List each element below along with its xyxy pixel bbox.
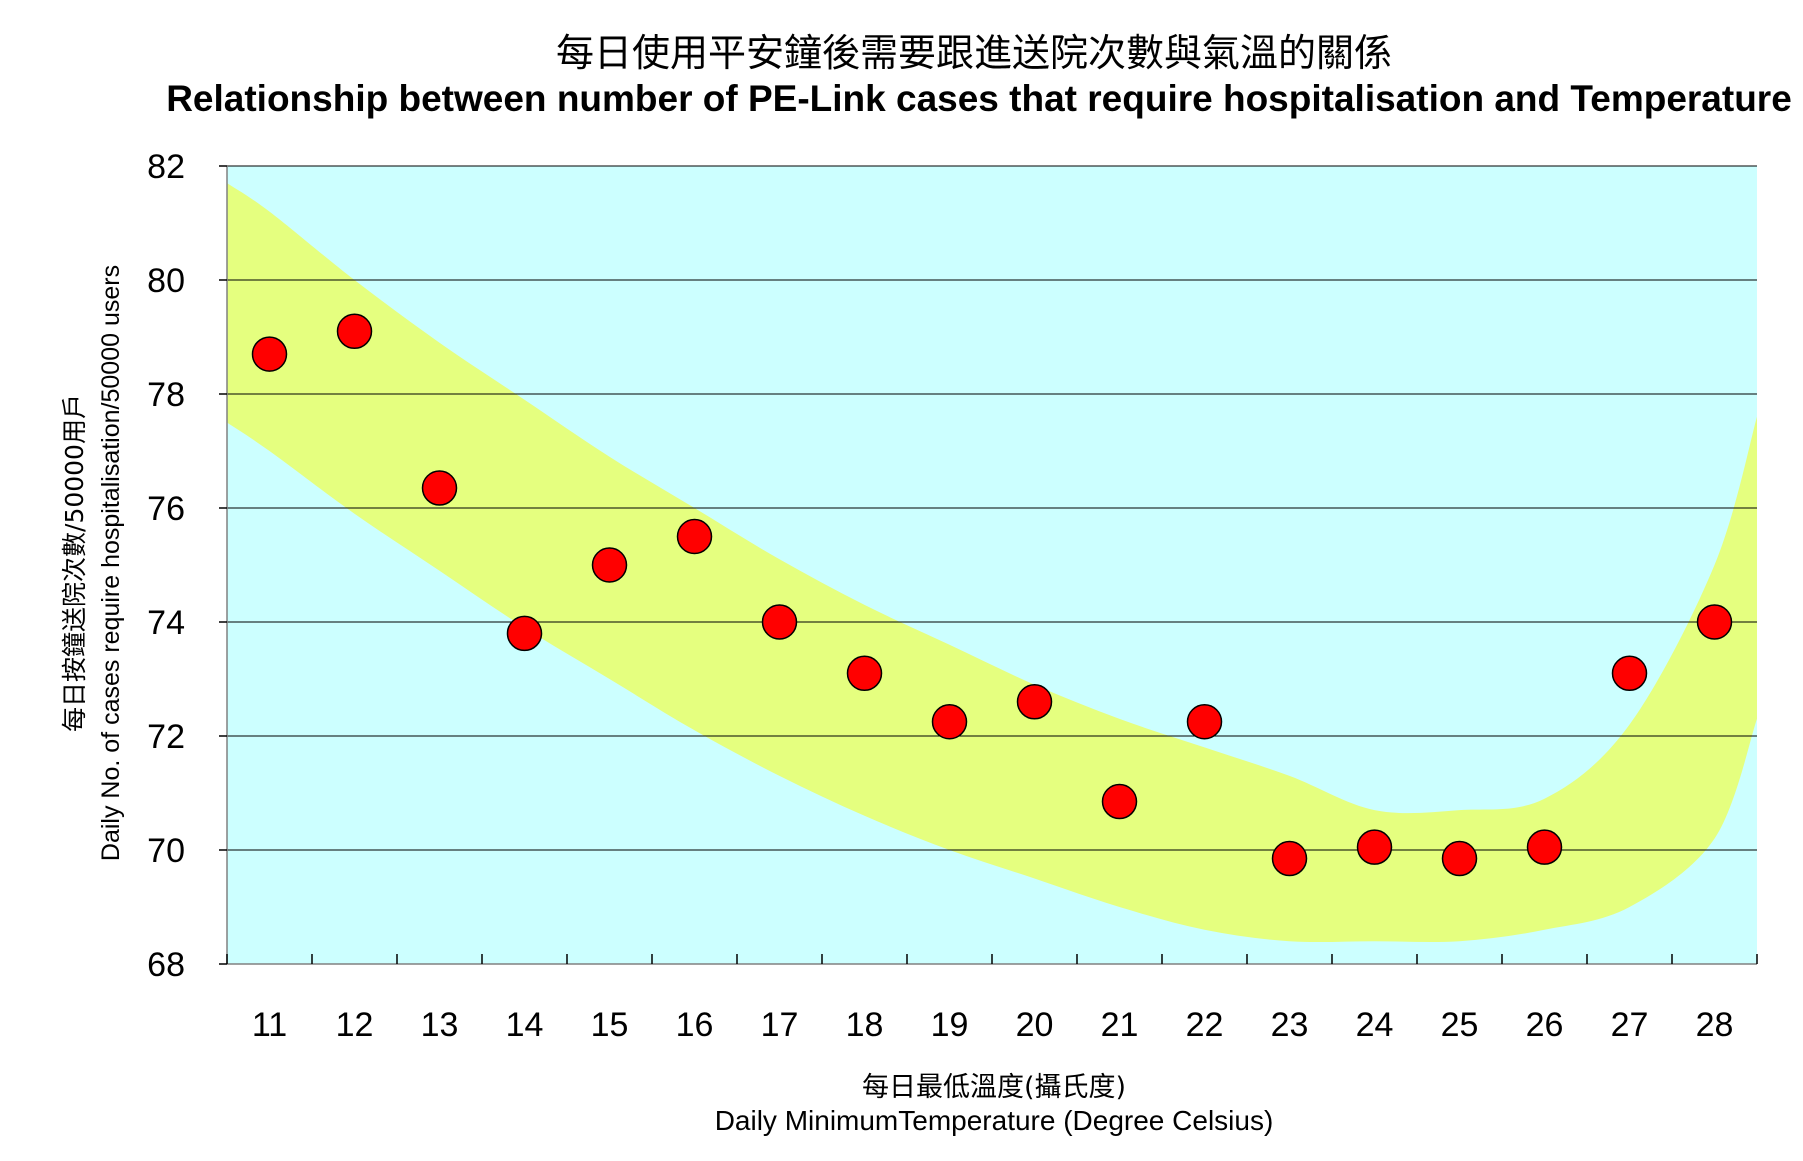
data-point — [1696, 604, 1733, 640]
y-tick-label: 76 — [147, 490, 185, 528]
x-tick-label: 28 — [1696, 1006, 1734, 1044]
y-axis-label-english: Daily No. of cases require hospitalisati… — [97, 264, 125, 862]
y-tick-label: 78 — [147, 376, 185, 414]
data-point — [1271, 840, 1308, 877]
data-point — [676, 518, 713, 555]
y-tick-label: 72 — [147, 718, 185, 756]
data-point — [1101, 783, 1138, 820]
x-tick-label: 22 — [1186, 1006, 1224, 1044]
data-point — [251, 336, 288, 372]
data-point — [591, 547, 628, 583]
x-tick-label: 17 — [761, 1006, 799, 1044]
x-axis-label-chinese: 每日最低溫度(攝氏度) — [861, 1072, 1127, 1103]
data-point — [1441, 840, 1478, 877]
y-tick-label: 70 — [147, 832, 185, 870]
x-tick-label: 24 — [1356, 1006, 1394, 1044]
data-point — [1016, 684, 1053, 720]
y-tick-label: 68 — [147, 946, 185, 984]
x-axis-label-english: Daily MinimumTemperature (Degree Celsius… — [714, 1105, 1274, 1136]
x-tick-label: 11 — [252, 1006, 287, 1044]
chart-title-english: Relationship between number of PE-Link c… — [166, 78, 1792, 119]
x-tick-label: 18 — [846, 1006, 884, 1044]
data-point — [1356, 829, 1393, 865]
y-tick-label: 82 — [147, 148, 185, 186]
data-point — [846, 655, 883, 692]
x-tick-label: 12 — [336, 1006, 374, 1044]
y-axis-label-chinese: 每日按鐘送院次數/50000用戶 — [60, 394, 89, 732]
x-tick-label: 25 — [1441, 1006, 1479, 1044]
data-point — [506, 615, 543, 652]
x-tick-label: 16 — [676, 1006, 714, 1044]
y-tick-label: 74 — [147, 604, 185, 642]
chart-title-chinese: 每日使用平安鐘後需要跟進送院次數與氣溫的關係 — [555, 31, 1392, 75]
x-tick-label: 26 — [1526, 1006, 1564, 1044]
y-tick-label: 80 — [147, 262, 185, 300]
x-tick-label: 23 — [1271, 1006, 1309, 1044]
x-tick-label: 14 — [506, 1006, 544, 1044]
x-tick-label: 19 — [931, 1006, 969, 1044]
confidence-band — [227, 183, 1757, 943]
x-tick-label: 27 — [1611, 1006, 1649, 1044]
x-tick-label: 13 — [421, 1006, 459, 1044]
x-tick-label: 21 — [1101, 1006, 1139, 1044]
x-tick-label: 15 — [591, 1006, 629, 1044]
data-point — [761, 604, 798, 640]
data-point — [1526, 829, 1563, 865]
data-point — [931, 704, 968, 740]
data-point — [421, 470, 458, 506]
data-point — [1186, 704, 1223, 740]
data-point — [1611, 655, 1648, 692]
data-point — [336, 313, 373, 350]
x-tick-label: 20 — [1016, 1006, 1054, 1044]
